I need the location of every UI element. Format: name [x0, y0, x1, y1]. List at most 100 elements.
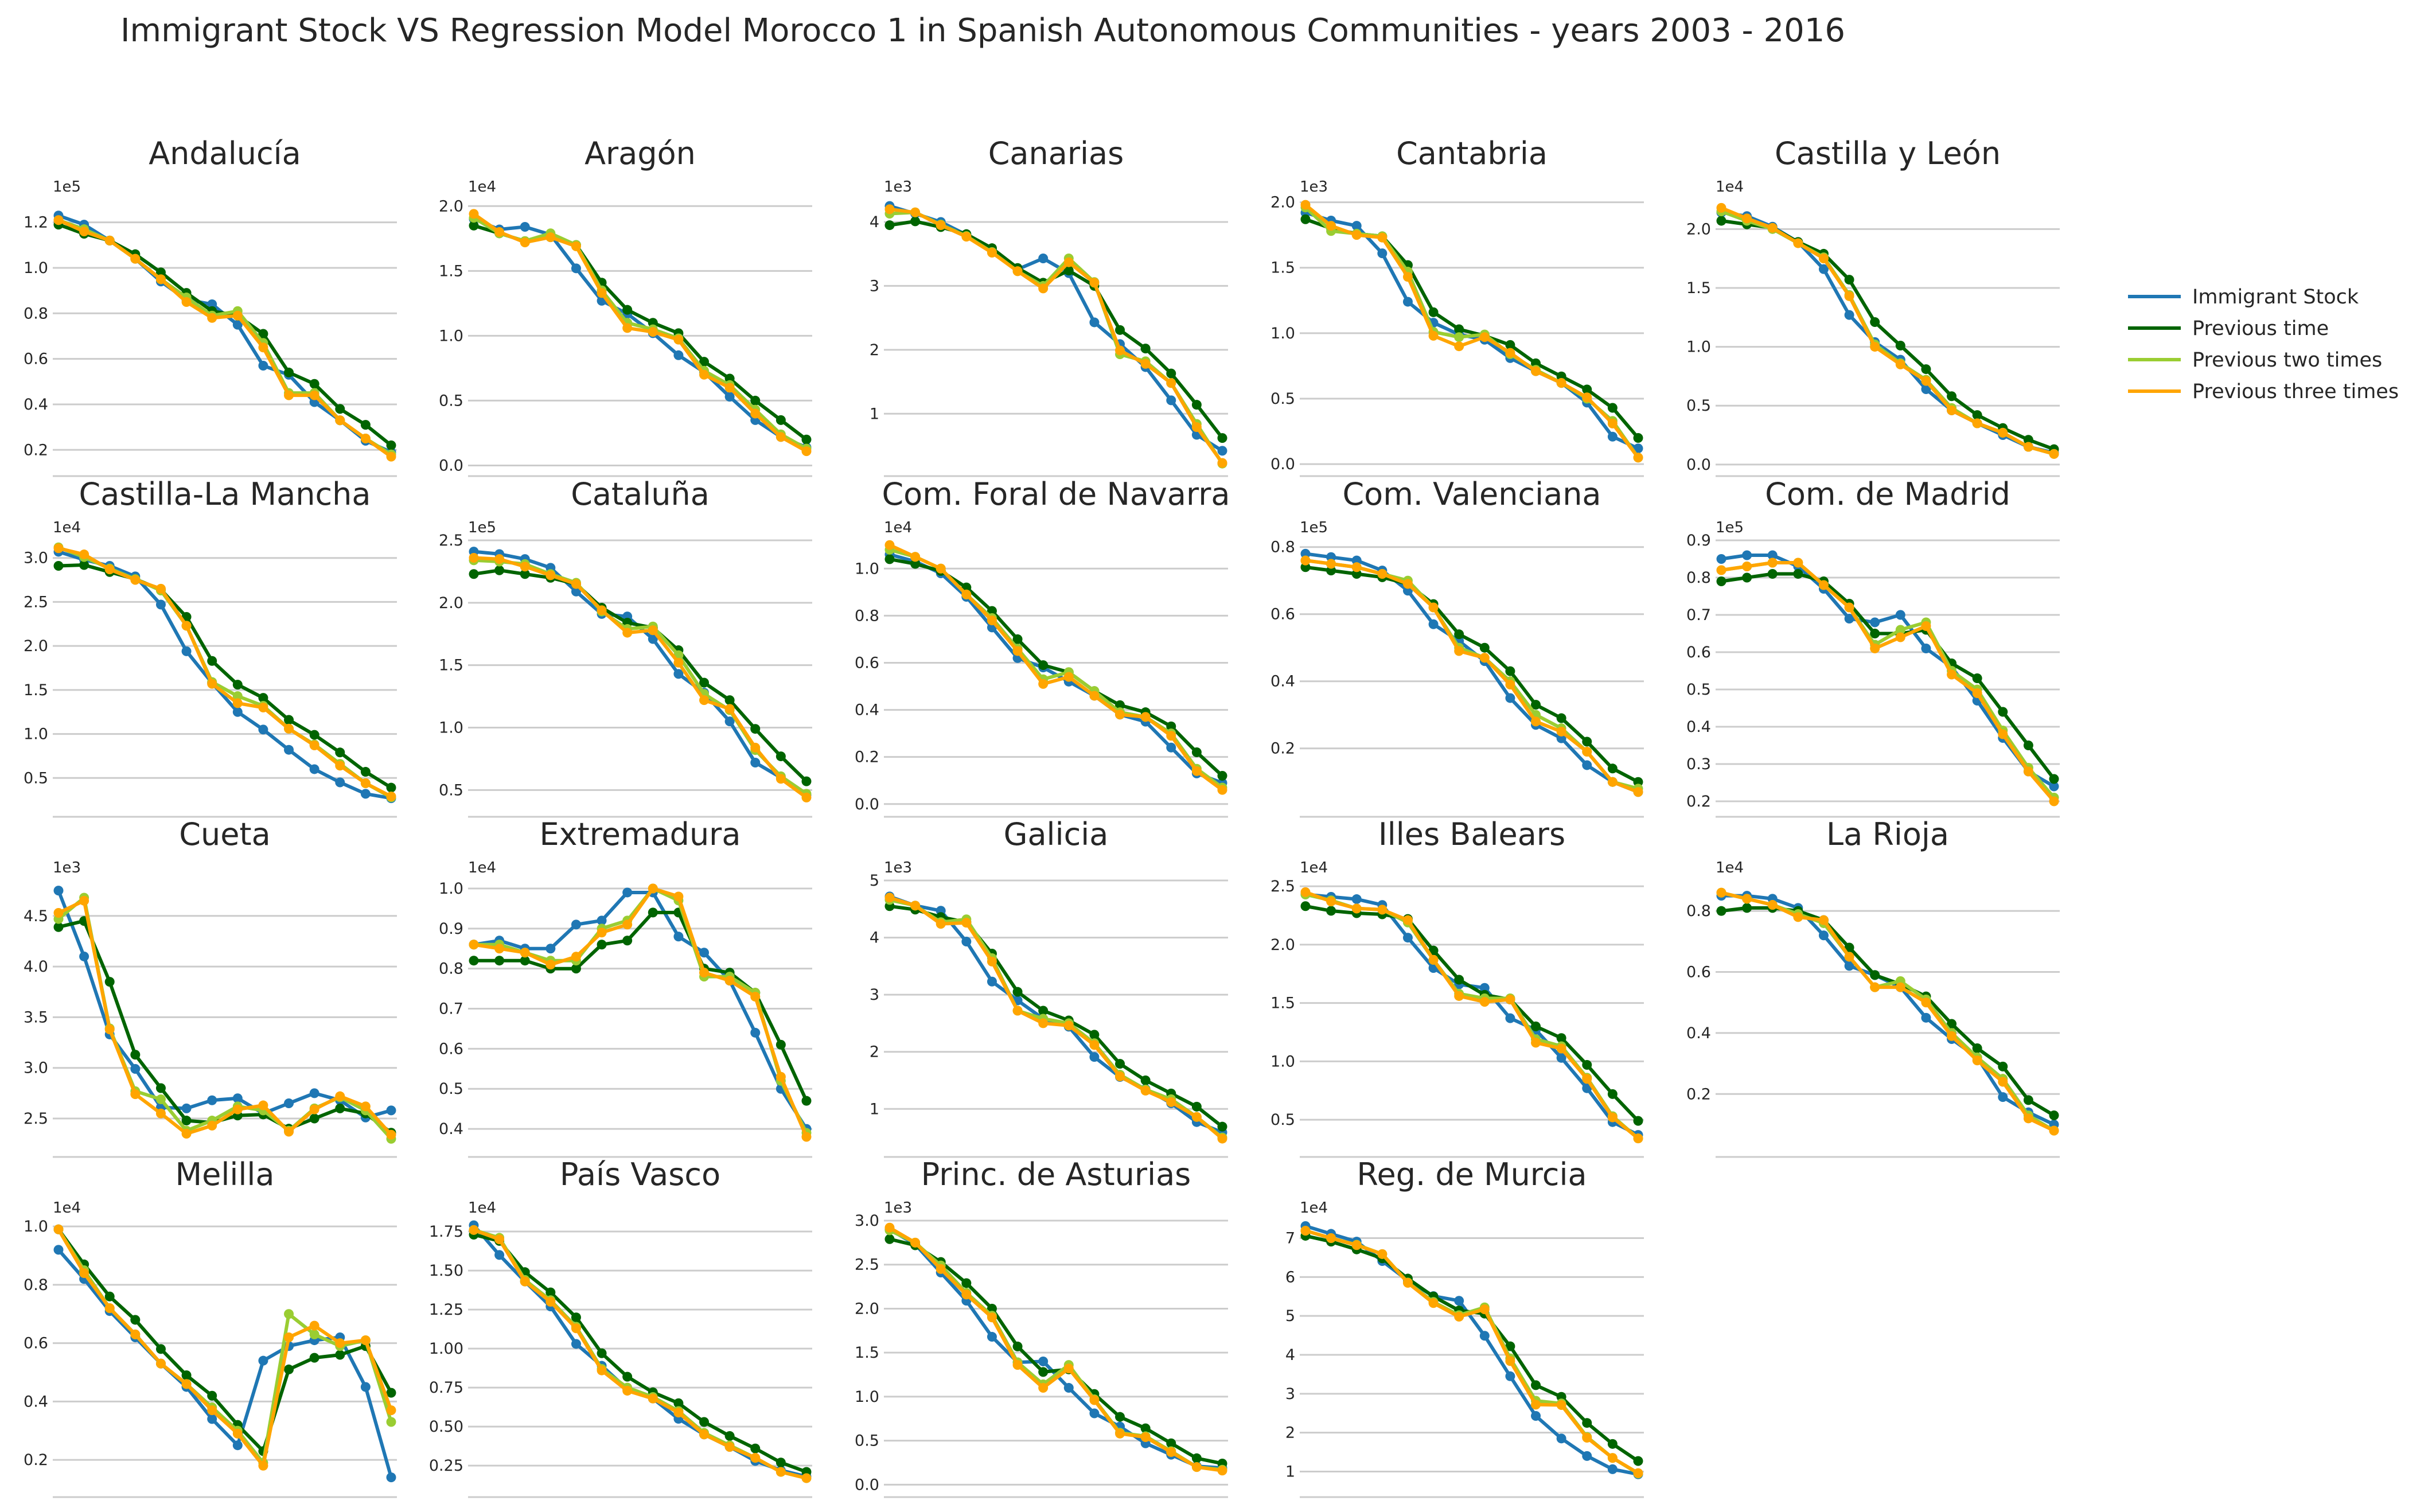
data-point — [1505, 340, 1515, 350]
data-point — [1140, 344, 1151, 354]
data-point — [545, 944, 556, 954]
data-point — [130, 1329, 141, 1339]
data-point — [1217, 458, 1227, 468]
data-point — [386, 1417, 396, 1427]
y-tick-label: 1.5 — [24, 681, 48, 699]
data-point — [181, 646, 192, 656]
data-point — [987, 1332, 997, 1342]
y-tick-label: 2.0 — [439, 594, 463, 612]
panel-la-rioja: La Rioja 1e4 0.2 0.4 0.6 0.8 — [1686, 816, 2060, 1158]
data-point — [79, 895, 89, 906]
series-previous-three-times — [1716, 887, 2059, 1136]
data-point — [1012, 987, 1023, 997]
y-tick-label: 0.8 — [24, 1276, 48, 1294]
data-point — [155, 1358, 166, 1369]
panel-com-de-madrid: Com. de Madrid 1e5 0.2 0.3 0.4 0.5 0.6 0.7 0.8 0.… — [1686, 476, 2060, 818]
data-point — [750, 742, 761, 753]
data-point — [987, 615, 997, 626]
data-point — [494, 944, 505, 954]
data-point — [1767, 223, 1778, 233]
data-point — [1870, 982, 1880, 992]
data-point — [571, 964, 581, 974]
data-point — [801, 446, 812, 457]
data-point — [1818, 264, 1829, 274]
y-tick-label: 0.2 — [1686, 1085, 1711, 1103]
data-point — [1844, 602, 1854, 613]
data-point — [884, 220, 895, 231]
series-immigrant-stock — [53, 1245, 396, 1483]
data-point — [181, 297, 192, 307]
y-tick-label: 0.6 — [1270, 606, 1295, 623]
data-point — [884, 204, 895, 215]
data-point — [335, 1350, 345, 1360]
panel-title: Galicia — [1004, 816, 1109, 852]
data-point — [1921, 1012, 1931, 1023]
data-point — [1582, 1083, 1592, 1093]
y-tick-label: 0.6 — [439, 1040, 463, 1058]
data-point — [1038, 1383, 1049, 1393]
data-point — [1115, 700, 1125, 710]
axis-offset-label: 1e5 — [1716, 519, 1744, 536]
data-point — [1921, 364, 1931, 375]
series-line — [889, 219, 1224, 439]
data-point — [520, 221, 530, 232]
data-point — [494, 1250, 505, 1260]
y-tick-label: 0.5 — [439, 781, 463, 799]
data-point — [1454, 341, 1464, 352]
data-point — [775, 1071, 786, 1082]
data-point — [1326, 906, 1336, 916]
axis-offset-label: 1e3 — [884, 178, 912, 196]
y-tick-label: 2.0 — [24, 637, 48, 655]
y-tick-label: 4 — [1285, 1346, 1295, 1364]
data-point — [1351, 221, 1362, 231]
data-point — [597, 940, 607, 950]
panel-title: Com. de Madrid — [1765, 476, 2010, 512]
data-point — [545, 1287, 556, 1297]
y-tick-label: 3.5 — [24, 1008, 48, 1026]
data-point — [232, 1440, 243, 1451]
y-tick-label: 0.2 — [1270, 740, 1295, 758]
data-point — [520, 562, 530, 572]
data-point — [494, 1234, 505, 1245]
data-point — [155, 583, 166, 594]
data-point — [207, 1120, 217, 1131]
data-point — [207, 1390, 217, 1401]
data-point — [1607, 403, 1618, 413]
series-previous-three-times — [53, 1224, 396, 1471]
data-point — [1140, 712, 1151, 722]
data-point — [1556, 1400, 1566, 1410]
data-point — [232, 1428, 243, 1439]
data-point — [309, 1320, 319, 1331]
y-tick-label: 0.5 — [1686, 681, 1711, 699]
data-point — [1633, 1116, 1643, 1126]
data-point — [1582, 736, 1592, 747]
y-tick-label: 1.2 — [24, 214, 48, 232]
series-previous-three-times — [884, 1222, 1227, 1476]
data-point — [1089, 1395, 1100, 1405]
data-point — [1895, 982, 1905, 992]
data-point — [1479, 642, 1490, 653]
data-point — [1716, 216, 1726, 226]
data-point — [1140, 1085, 1151, 1096]
data-point — [360, 1382, 371, 1392]
data-point — [1818, 915, 1829, 925]
series-line — [473, 1228, 807, 1480]
data-point — [1038, 1357, 1049, 1367]
data-point — [1742, 562, 1752, 571]
y-tick-label: 1.0 — [1270, 1053, 1295, 1070]
y-tick-label: 0.5 — [1270, 1111, 1295, 1129]
panel-title: Extremadura — [540, 816, 741, 852]
data-point — [1166, 1438, 1176, 1448]
data-point — [1633, 1456, 1643, 1466]
series-previous-three-times — [1300, 887, 1643, 1144]
panel-title: Princ. de Asturias — [921, 1156, 1191, 1193]
data-point — [2023, 741, 2033, 750]
data-point — [910, 559, 921, 569]
y-tick-label: 0.8 — [1270, 539, 1295, 556]
data-point — [309, 1329, 319, 1339]
data-point — [1351, 555, 1362, 566]
y-tick-label: 0.6 — [24, 1335, 48, 1353]
data-point — [469, 569, 479, 579]
data-point — [1038, 254, 1049, 264]
data-point — [1742, 550, 1752, 560]
